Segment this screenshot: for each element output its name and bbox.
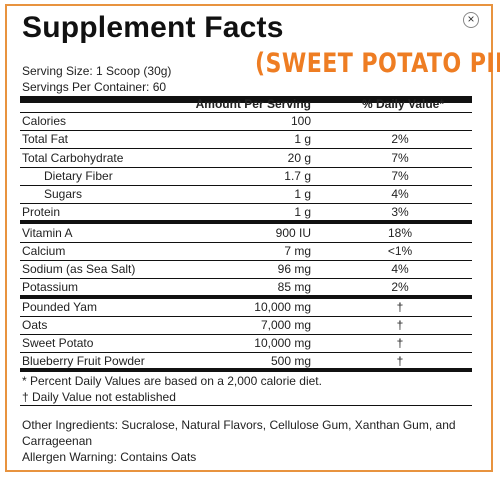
page-title: Supplement Facts (22, 11, 284, 44)
row-amount: 20 g (287, 151, 311, 165)
other-ingredients: Other Ingredients: Sucralose, Natural Fl… (22, 418, 456, 432)
table-row: Sodium (as Sea Salt) 96 mg 4% (20, 262, 472, 280)
servings-per-container: Servings Per Container: 60 (22, 80, 167, 94)
row-name: Dietary Fiber (44, 169, 113, 183)
table-row: Calories 100 (20, 114, 472, 132)
table-row: Sugars 1 g 4% (20, 187, 472, 205)
row-dv: 7% (391, 169, 409, 183)
divider (20, 148, 472, 149)
flavor-label: (SWEET POTATO PIE) (255, 48, 500, 79)
row-amount: 7,000 mg (260, 318, 311, 332)
row-dv: 4% (391, 262, 409, 276)
row-dv: † (396, 318, 404, 332)
divider (20, 260, 472, 261)
divider (20, 185, 472, 186)
row-name: Sugars (44, 187, 83, 201)
row-dv: † (396, 300, 404, 314)
table-row: Oats 7,000 mg † (20, 318, 472, 336)
thick-divider (20, 295, 472, 299)
divider (20, 316, 472, 317)
row-amount: 1 g (294, 132, 311, 146)
divider (20, 130, 472, 131)
row-amount: 10,000 mg (254, 336, 311, 350)
table-header: Amount Per Serving % Daily Value* (20, 97, 472, 115)
row-name: Calories (22, 114, 67, 128)
divider (20, 242, 472, 243)
row-amount: 85 mg (277, 280, 311, 294)
row-amount: 900 IU (275, 226, 311, 240)
row-amount: 1 g (294, 187, 311, 201)
thick-divider (20, 368, 472, 372)
row-name: Protein (22, 205, 61, 219)
row-amount: 1 g (294, 205, 311, 219)
row-dv: 2% (391, 132, 409, 146)
divider (20, 203, 472, 204)
other-ingredients-cont: Carrageenan (22, 434, 93, 448)
row-name: Calcium (22, 244, 66, 258)
divider (20, 405, 472, 406)
row-name: Total Carbohydrate (22, 151, 124, 165)
dv-header: % Daily Value* (361, 97, 445, 111)
divider (20, 278, 472, 279)
footnote-not-established: † Daily Value not established (22, 390, 176, 404)
row-name: Oats (22, 318, 48, 332)
row-dv: 18% (387, 226, 413, 240)
serving-size: Serving Size: 1 Scoop (30g) (22, 64, 172, 78)
footnote-daily-values: * Percent Daily Values are based on a 2,… (22, 374, 322, 388)
row-dv: 7% (391, 151, 409, 165)
row-amount: 1.7 g (284, 169, 311, 183)
row-name: Vitamin A (22, 226, 73, 240)
close-icon[interactable]: × (463, 12, 479, 28)
table-row: Pounded Yam 10,000 mg † (20, 300, 472, 318)
row-dv: 4% (391, 187, 409, 201)
row-dv: † (396, 354, 404, 368)
table-row: Total Fat 1 g 2% (20, 132, 472, 150)
divider (20, 334, 472, 335)
table-row: Calcium 7 mg <1% (20, 244, 472, 262)
row-dv: 2% (391, 280, 409, 294)
row-amount: 7 mg (284, 244, 311, 258)
label-frame (5, 4, 493, 472)
row-dv: <1% (387, 244, 413, 258)
divider (20, 112, 472, 113)
table-row: Vitamin A 900 IU 18% (20, 226, 472, 244)
table-row: Dietary Fiber 1.7 g 7% (20, 169, 472, 187)
divider (20, 167, 472, 168)
thick-divider (20, 96, 472, 103)
row-name: Pounded Yam (22, 300, 97, 314)
row-amount: 100 (290, 114, 311, 128)
table-row: Protein 1 g 3% (20, 205, 472, 223)
table-row: Potassium 85 mg 2% (20, 280, 472, 298)
row-amount: 10,000 mg (254, 300, 311, 314)
amount-header: Amount Per Serving (195, 97, 311, 111)
row-name: Potassium (22, 280, 79, 294)
row-dv: 3% (391, 205, 409, 219)
row-name: Blueberry Fruit Powder (22, 354, 145, 368)
table-row: Total Carbohydrate 20 g 7% (20, 151, 472, 169)
row-amount: 500 mg (270, 354, 311, 368)
row-name: Sweet Potato (22, 336, 94, 350)
row-name: Total Fat (22, 132, 69, 146)
table-row: Blueberry Fruit Powder 500 mg † (20, 354, 472, 372)
row-name: Sodium (as Sea Salt) (22, 262, 136, 276)
allergen-warning: Allergen Warning: Contains Oats (22, 450, 197, 464)
thick-divider (20, 220, 472, 224)
table-row: Sweet Potato 10,000 mg † (20, 336, 472, 354)
divider (20, 352, 472, 353)
row-dv: † (396, 336, 404, 350)
row-amount: 96 mg (277, 262, 311, 276)
